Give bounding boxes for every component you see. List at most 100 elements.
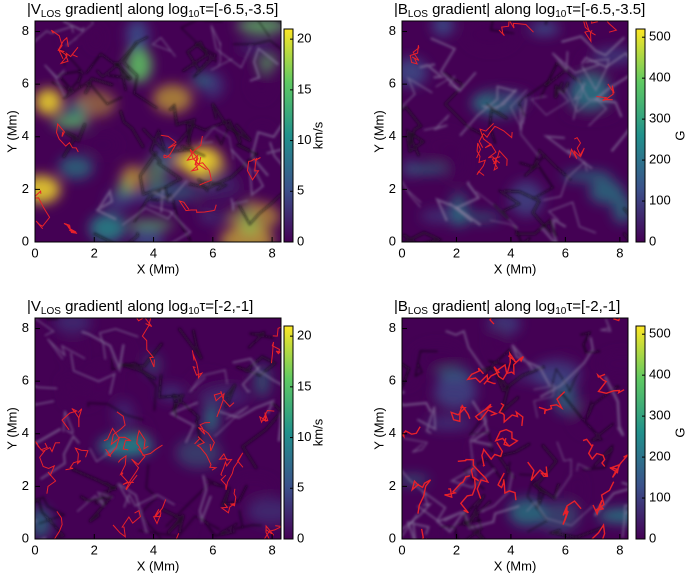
image-filament [151, 36, 176, 58]
image-filament [235, 193, 281, 226]
title-part: gradient| along log [61, 1, 188, 18]
title-subscript: 10 [188, 306, 200, 317]
x-tick-label: 4 [150, 245, 157, 260]
image-filament [40, 434, 81, 480]
image-blob [489, 324, 507, 360]
contour [596, 372, 625, 395]
contour [103, 411, 126, 446]
image-blob [465, 21, 517, 51]
contour [527, 461, 549, 481]
image-filament [220, 484, 248, 508]
image-blob [258, 56, 277, 71]
image-blob [53, 318, 92, 334]
x-tick-label: 8 [268, 542, 275, 557]
contour [112, 509, 141, 538]
contour [258, 409, 275, 424]
contour [609, 454, 628, 478]
image-blob [173, 150, 209, 173]
image-filament [532, 479, 545, 510]
title-part: gradient| along log [428, 1, 555, 18]
colorbar [283, 325, 294, 540]
image-filament [402, 470, 427, 496]
image-filament [549, 367, 579, 394]
colorbar-tick-label: 200 [649, 152, 671, 167]
image-filament [181, 40, 209, 73]
image-filament [232, 357, 281, 386]
image-filament [511, 344, 551, 387]
colorbar-tick-label: 100 [649, 489, 671, 504]
contour [35, 441, 61, 453]
image-blob [236, 21, 281, 33]
y-tick-label: 8 [22, 23, 29, 38]
contour [272, 326, 281, 337]
x-tick-label: 0 [31, 245, 38, 260]
image-blob [597, 351, 628, 376]
contour [562, 500, 582, 525]
image-blob [51, 116, 90, 128]
image-filament [533, 384, 556, 419]
image-blob [35, 175, 61, 204]
contour [117, 454, 134, 485]
colorbar-tick-label: 20 [297, 328, 311, 343]
image-filament [445, 329, 486, 372]
image-filament [232, 39, 281, 50]
image-blob [425, 416, 473, 431]
y-tick-label: 4 [389, 425, 396, 440]
image-filament [84, 77, 114, 95]
image-filament [230, 510, 262, 531]
colorbar [635, 325, 646, 540]
image-filament [554, 81, 570, 99]
image-filament [87, 402, 144, 421]
contour [538, 391, 566, 415]
y-tick-label: 4 [22, 425, 29, 440]
image-blob [588, 179, 624, 204]
contour [426, 538, 428, 539]
image-filament [201, 516, 239, 537]
x-tick-label: 6 [562, 542, 569, 557]
image-filament [158, 374, 185, 414]
image-blob [175, 437, 222, 469]
image-filament [582, 444, 614, 471]
image-filament [463, 494, 492, 526]
image-filament [250, 124, 281, 177]
panel: 0 2 4 6 8 0 2 4 6 8 X (Mm) Y (Mm) |VLOS gradient| al… [4, 298, 325, 573]
image-filament [492, 189, 522, 221]
image-filament [440, 508, 483, 539]
y-tick-label: 4 [22, 128, 29, 143]
colorbar-tick-label: 500 [649, 326, 671, 341]
image-filament [534, 443, 560, 501]
contour [160, 134, 177, 159]
image-filament [189, 369, 228, 393]
panel: 0 2 4 6 8 0 2 4 6 8 X (Mm) Y (Mm) |BLOS gradient| al… [371, 1, 687, 276]
image-filament [503, 189, 552, 235]
contour [498, 21, 534, 36]
image-filament [416, 406, 437, 435]
colorbar [283, 28, 294, 243]
contour [218, 452, 233, 477]
title-subscript: 10 [188, 9, 200, 20]
colorbar-tick-label: 300 [649, 408, 671, 423]
image-blob [201, 72, 225, 99]
image-blob [571, 472, 584, 508]
contour [402, 426, 421, 439]
image-filament [197, 178, 229, 193]
plot-frame [401, 317, 629, 540]
contour [496, 356, 524, 376]
title-subscript: LOS [408, 306, 428, 317]
image-filament [468, 417, 494, 453]
contours [35, 29, 261, 234]
colorbar-tick-label: 5 [297, 480, 304, 495]
image-filament [402, 180, 422, 208]
image-filament [403, 437, 429, 453]
image-blob [58, 155, 94, 180]
contour [592, 481, 615, 516]
image-filament [530, 90, 570, 116]
y-tick-label: 8 [389, 320, 396, 335]
image-filament [235, 355, 278, 377]
chart-title: |VLOS gradient| along log10τ=[-6.5,-3.5] [27, 1, 278, 20]
image-blob [434, 373, 477, 409]
colorbar-tick-label: 100 [649, 192, 671, 207]
image-filament [122, 40, 158, 110]
contour [476, 142, 487, 176]
image-filament [230, 197, 249, 211]
